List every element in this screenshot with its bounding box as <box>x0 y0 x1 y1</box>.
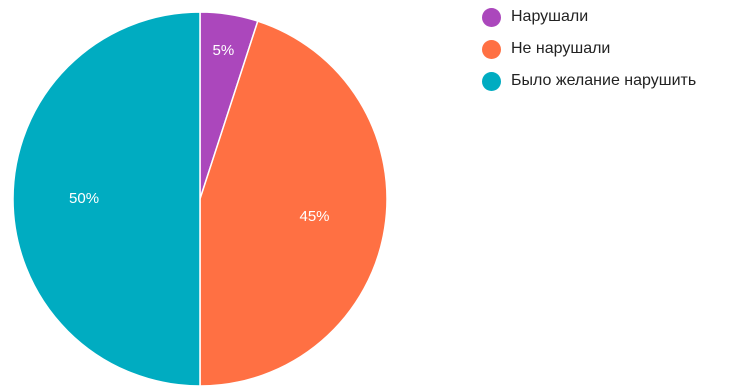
legend-item-not-violated[interactable]: Не нарушали <box>482 38 696 60</box>
legend-label-violated: Нарушали <box>511 8 589 25</box>
pie-slice-label-wanted-to-violate: 50% <box>69 190 99 207</box>
legend-swatch-violated <box>482 7 501 27</box>
legend-item-wanted-to-violate[interactable]: Было желание нарушить <box>482 70 696 92</box>
legend-swatch-not-violated <box>482 39 501 59</box>
legend-label-not-violated: Не нарушали <box>511 40 611 57</box>
legend: Нарушали Не нарушали Было желание наруши… <box>482 6 696 102</box>
pie-slice-wanted-to-violate[interactable] <box>12 11 201 387</box>
pie-slice-labels: 5% 45% 50% <box>69 42 329 225</box>
pie-slice-label-not-violated: 45% <box>299 208 329 225</box>
pie-slice-not-violated[interactable] <box>199 20 388 387</box>
pie-slices <box>12 11 388 387</box>
legend-label-wanted-to-violate: Было желание нарушить <box>511 72 697 89</box>
legend-swatch-wanted-to-violate <box>482 71 501 91</box>
legend-item-violated[interactable]: Нарушали <box>482 6 696 28</box>
pie-slice-label-violated: 5% <box>213 42 235 59</box>
